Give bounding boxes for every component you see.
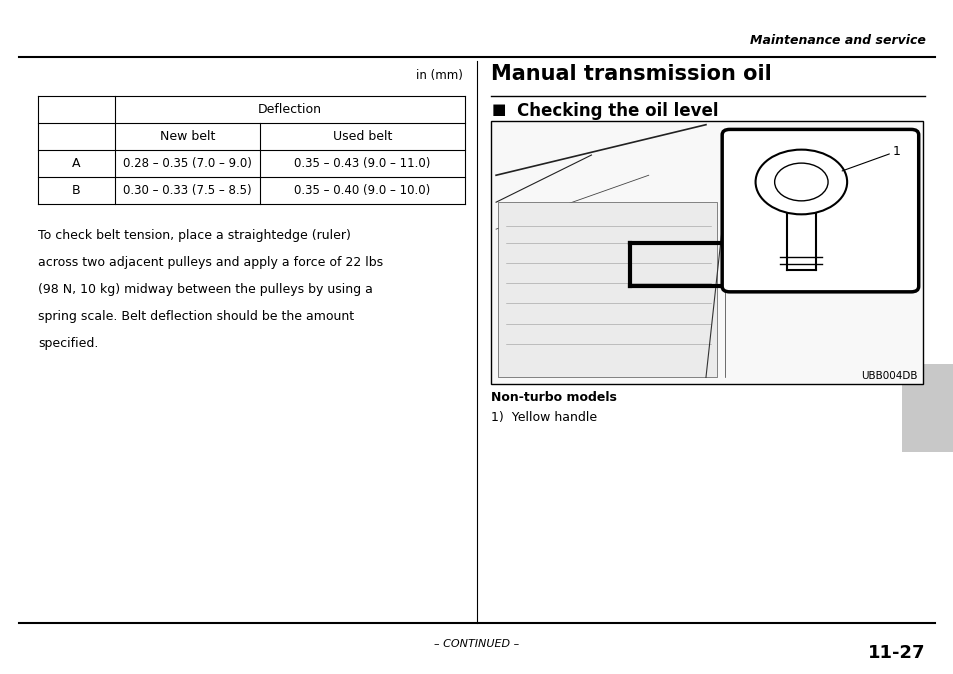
Text: 1)  Yellow handle: 1) Yellow handle [491, 411, 597, 424]
Text: B: B [72, 183, 81, 197]
Text: 0.28 – 0.35 (7.0 – 9.0): 0.28 – 0.35 (7.0 – 9.0) [123, 156, 252, 170]
Text: Manual transmission oil: Manual transmission oil [491, 64, 771, 84]
Circle shape [774, 163, 827, 201]
Text: 1: 1 [892, 145, 900, 158]
Text: in (mm): in (mm) [416, 69, 462, 82]
Text: A: A [72, 156, 81, 170]
Text: – CONTINUED –: – CONTINUED – [434, 639, 519, 649]
Text: 0.30 – 0.33 (7.5 – 8.5): 0.30 – 0.33 (7.5 – 8.5) [123, 183, 252, 197]
Text: specified.: specified. [38, 337, 98, 350]
Text: 0.35 – 0.43 (9.0 – 11.0): 0.35 – 0.43 (9.0 – 11.0) [294, 156, 430, 170]
Bar [497, 202, 717, 377]
Text: UBB004DB: UBB004DB [861, 371, 917, 381]
Text: Maintenance and service: Maintenance and service [749, 34, 924, 47]
Bar [491, 121, 923, 384]
Text: ■: ■ [491, 102, 505, 117]
Text: Checking the oil level: Checking the oil level [517, 102, 718, 121]
Text: To check belt tension, place a straightedge (ruler): To check belt tension, place a straighte… [38, 229, 351, 242]
Text: New belt: New belt [159, 129, 214, 143]
Text: spring scale. Belt deflection should be the amount: spring scale. Belt deflection should be … [38, 310, 354, 323]
Bar [901, 364, 953, 452]
Text: across two adjacent pulleys and apply a force of 22 lbs: across two adjacent pulleys and apply a … [38, 256, 383, 269]
Text: Non-turbo models: Non-turbo models [491, 391, 617, 404]
Text: (98 N, 10 kg) midway between the pulleys by using a: (98 N, 10 kg) midway between the pulleys… [38, 283, 373, 296]
Text: Deflection: Deflection [257, 102, 321, 116]
Circle shape [755, 150, 846, 214]
Text: Used belt: Used belt [333, 129, 392, 143]
Text: 0.35 – 0.40 (9.0 – 10.0): 0.35 – 0.40 (9.0 – 10.0) [294, 183, 430, 197]
Text: 11-27: 11-27 [867, 644, 924, 662]
FancyBboxPatch shape [721, 129, 918, 292]
